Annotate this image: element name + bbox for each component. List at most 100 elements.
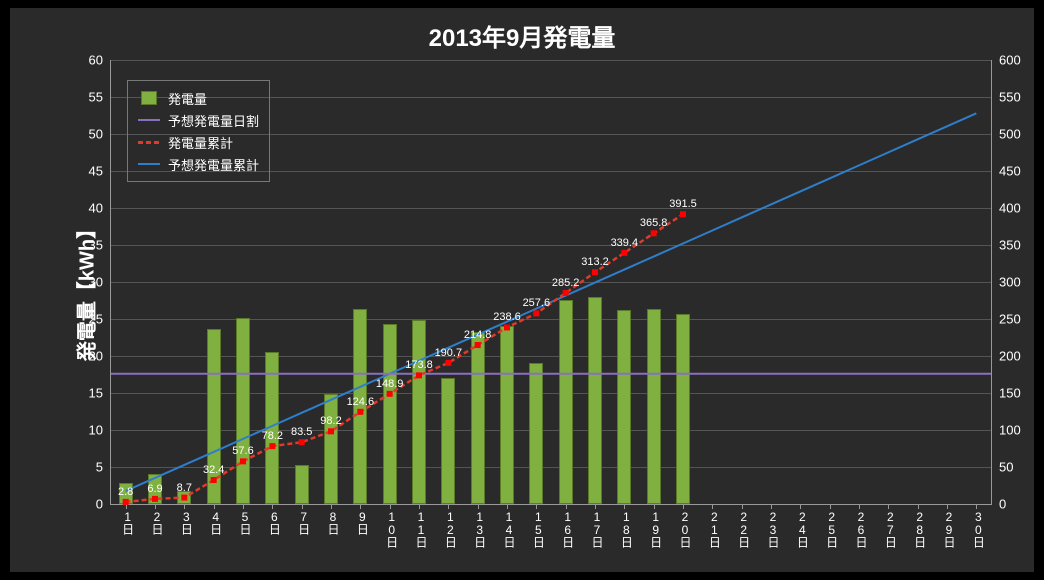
cumulative-label: 32.4 [203,464,224,476]
cumulative-marker [328,428,334,434]
cumulative-marker [445,360,451,366]
cumulative-label: 313.2 [581,256,609,268]
chart-inner: 2013年9月発電量 発電量【kWh】 05101520253035404550… [10,8,1034,572]
x-tick-label: 16日 [560,504,577,547]
cumulative-label: 391.5 [669,198,697,210]
y-left-tick: 15 [89,386,111,401]
cumulative-marker [357,409,363,415]
x-tick-label: 8日 [325,504,342,534]
y-left-tick: 35 [89,238,111,253]
y-left-tick: 45 [89,164,111,179]
x-tick-label: 28日 [912,504,929,547]
cumulative-marker [533,310,539,316]
x-tick-label: 15日 [530,504,547,547]
y-right-tick: 350 [991,238,1021,253]
x-tick-label: 7日 [296,504,313,534]
cumulative-label: 339.4 [611,237,639,249]
legend-label: 発電量 [168,89,207,108]
x-tick-label: 17日 [589,504,606,547]
y-left-tick: 50 [89,127,111,142]
y-right-tick: 100 [991,423,1021,438]
chart-outer: 2013年9月発電量 発電量【kWh】 05101520253035404550… [0,0,1044,580]
legend-label: 予想発電量累計 [168,155,259,174]
cumulative-label: 2.8 [118,486,133,498]
x-tick-label: 27日 [882,504,899,547]
x-tick-label: 23日 [765,504,782,547]
cumulative-marker [563,290,569,296]
cumulative-label: 173.8 [405,359,433,371]
x-tick-label: 18日 [618,504,635,547]
cumulative-label: 257.6 [523,297,551,309]
chart-title: 2013年9月発電量 [10,18,1034,53]
legend: 発電量予想発電量日割発電量累計予想発電量累計 [127,80,270,182]
x-tick-label: 4日 [208,504,225,534]
y-right-tick: 150 [991,386,1021,401]
x-tick-label: 24日 [794,504,811,547]
cumulative-label: 8.7 [177,482,192,494]
x-tick-label: 11日 [413,504,430,547]
x-tick-label: 14日 [501,504,518,547]
x-tick-label: 25日 [824,504,841,547]
y-left-tick: 40 [89,201,111,216]
x-tick-label: 1日 [120,504,137,534]
x-tick-label: 6日 [266,504,283,534]
y-right-tick: 300 [991,275,1021,290]
y-right-tick: 50 [991,460,1013,475]
cumulative-marker [299,439,305,445]
y-right-tick: 450 [991,164,1021,179]
x-tick-label: 2日 [149,504,166,534]
x-tick-label: 21日 [706,504,723,547]
x-tick-label: 22日 [736,504,753,547]
y-right-tick: 250 [991,312,1021,327]
cumulative-marker [416,372,422,378]
cumulative-marker [269,443,275,449]
legend-swatch [138,141,160,144]
cumulative-label: 98.2 [320,415,341,427]
legend-item: 発電量 [138,87,259,109]
x-tick-label: 9日 [354,504,371,534]
cumulative-label: 190.7 [435,347,463,359]
legend-label: 発電量累計 [168,133,233,152]
x-tick-label: 10日 [384,504,401,547]
legend-swatch [138,119,160,121]
y-left-tick: 55 [89,90,111,105]
x-tick-label: 13日 [472,504,489,547]
x-tick-label: 29日 [941,504,958,547]
y-right-tick: 600 [991,53,1021,68]
y-right-tick: 550 [991,90,1021,105]
cumulative-label: 124.6 [347,396,375,408]
y-left-tick: 25 [89,312,111,327]
y-left-tick: 60 [89,53,111,68]
cumulative-marker [621,250,627,256]
legend-item: 発電量累計 [138,131,259,153]
cumulative-marker [123,499,129,505]
cumulative-label: 365.8 [640,217,668,229]
x-tick-label: 26日 [853,504,870,547]
y-right-tick: 0 [991,497,1006,512]
x-tick-label: 3日 [178,504,195,534]
x-tick-label: 20日 [677,504,694,547]
cumulative-marker [504,324,510,330]
cumulative-label: 238.6 [493,311,521,323]
y-right-tick: 500 [991,127,1021,142]
y-left-tick: 10 [89,423,111,438]
cumulative-marker [651,230,657,236]
y-right-tick: 400 [991,201,1021,216]
y-left-tick: 5 [96,460,111,475]
cumulative-label: 57.6 [232,445,253,457]
y-left-tick: 20 [89,349,111,364]
cumulative-label: 148.9 [376,378,404,390]
cumulative-label: 6.9 [147,483,162,495]
legend-swatch [138,163,160,165]
cumulative-label: 285.2 [552,277,580,289]
cumulative-marker [592,269,598,275]
cumulative-marker [152,496,158,502]
legend-swatch [138,91,160,105]
plot-area: 0510152025303540455055600501001502002503… [110,60,992,505]
y-right-tick: 200 [991,349,1021,364]
legend-item: 予想発電量日割 [138,109,259,131]
y-left-tick: 30 [89,275,111,290]
cumulative-marker [211,477,217,483]
cumulative-marker [680,211,686,217]
x-tick-label: 12日 [442,504,459,547]
